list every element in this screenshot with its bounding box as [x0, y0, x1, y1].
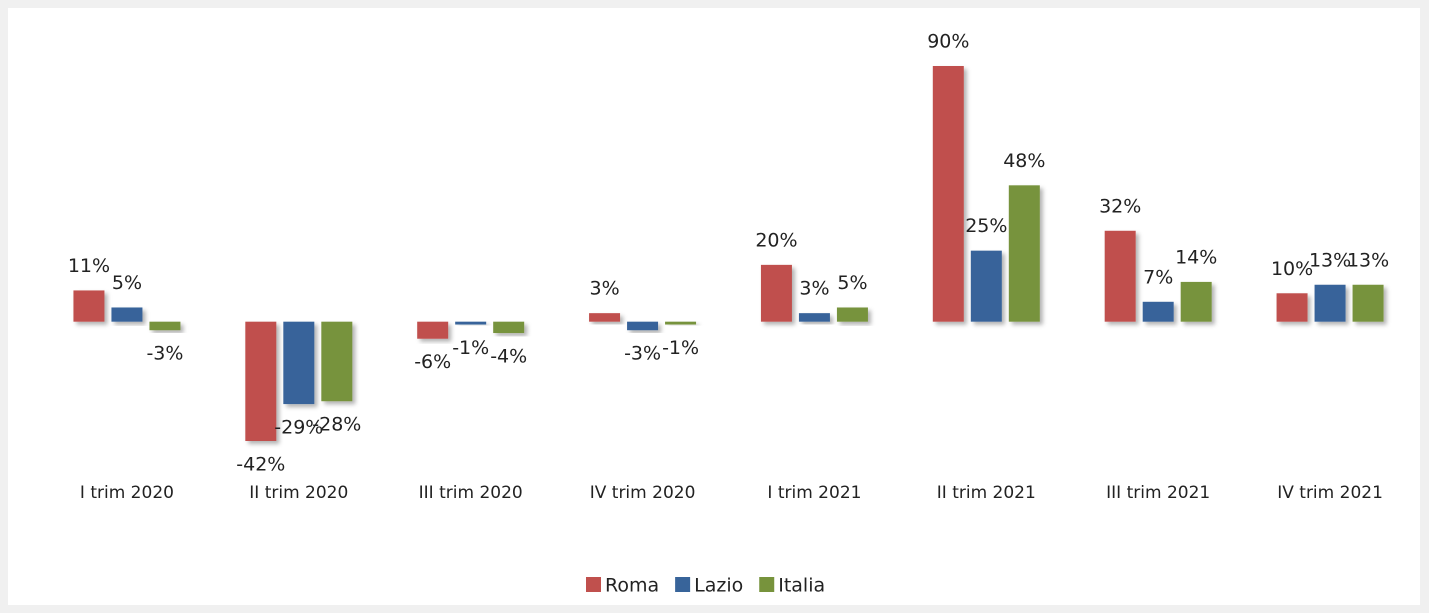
bar: [836, 307, 868, 322]
bar: [665, 321, 697, 325]
data-label: 5%: [837, 272, 867, 294]
bar: [798, 313, 830, 322]
x-tick-label: I trim 2021: [767, 483, 861, 503]
legend-box: [562, 566, 898, 604]
x-tick-label: III trim 2020: [419, 483, 523, 503]
data-label: -29%: [274, 417, 323, 439]
bar: [1276, 293, 1308, 322]
bar: [1104, 230, 1136, 322]
x-tick-label: II trim 2021: [937, 483, 1036, 503]
data-label: -6%: [414, 351, 451, 373]
data-label: -1%: [662, 337, 699, 359]
data-label: 13%: [1309, 249, 1351, 271]
data-label: 11%: [68, 255, 110, 277]
data-label: 7%: [1143, 266, 1173, 288]
x-tick-label: IV trim 2020: [590, 483, 696, 503]
bar: [283, 321, 315, 405]
data-label: 90%: [927, 31, 969, 53]
bar: [1142, 301, 1174, 322]
data-label: 10%: [1271, 258, 1313, 280]
bar: [245, 321, 277, 441]
data-label: 25%: [965, 215, 1007, 237]
data-label: 13%: [1347, 249, 1389, 271]
data-label: -28%: [312, 414, 361, 436]
data-label: 14%: [1175, 246, 1217, 268]
data-label: 5%: [112, 272, 142, 294]
x-tick-label: I trim 2020: [80, 483, 174, 503]
bar: [455, 321, 487, 325]
bar: [1008, 185, 1040, 322]
data-label: -3%: [624, 343, 661, 365]
data-label: -1%: [452, 337, 489, 359]
legend-label: Lazio: [694, 575, 743, 597]
legend-label: Italia: [778, 575, 825, 597]
legend-label: Roma: [605, 575, 659, 597]
bar: [627, 321, 659, 331]
data-label: 3%: [589, 278, 619, 300]
bar: [970, 250, 1002, 322]
data-label: -3%: [146, 343, 183, 365]
x-tick-label: II trim 2020: [249, 483, 348, 503]
legend-swatch: [586, 577, 601, 592]
bar: [932, 66, 964, 322]
bar: [321, 321, 353, 402]
bar: [1352, 284, 1384, 322]
bar: [149, 321, 181, 331]
data-label: 48%: [1003, 150, 1045, 172]
bar: [589, 313, 621, 322]
data-label: 3%: [799, 278, 829, 300]
legend-swatch: [675, 577, 691, 592]
data-label: -42%: [236, 454, 285, 476]
bar: [417, 321, 449, 339]
x-tick-label: IV trim 2021: [1277, 483, 1383, 503]
data-label: 20%: [755, 229, 797, 251]
bar: [111, 307, 143, 322]
bar: [760, 264, 792, 322]
legend-swatch: [759, 577, 775, 592]
bar: [1180, 281, 1212, 322]
bar: [1314, 284, 1346, 322]
bar: [493, 321, 525, 334]
bar: [73, 290, 105, 322]
data-label: -4%: [490, 346, 527, 368]
x-tick-label: III trim 2021: [1106, 483, 1210, 503]
data-label: 32%: [1099, 195, 1141, 217]
